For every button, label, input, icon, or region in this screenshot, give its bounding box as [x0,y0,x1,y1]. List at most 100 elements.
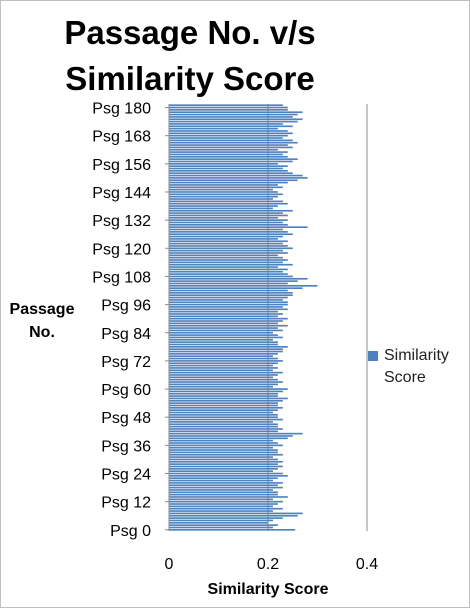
bar [169,177,308,179]
y-tick-label: Psg 60 [101,382,151,399]
bar [169,460,283,463]
bar [169,336,283,339]
y-tick-label: Psg 132 [92,213,151,230]
bar [169,376,273,379]
bar [169,221,283,224]
bar [169,209,293,212]
bar [169,200,283,203]
y-tick-label: Psg 72 [101,354,151,371]
y-tick-label: Psg 96 [101,298,151,315]
bar [169,367,278,369]
bar [169,160,293,163]
bar [169,432,303,435]
bar [169,245,288,247]
bar [169,418,283,421]
bar [169,289,288,292]
bar [169,381,283,383]
bar [169,273,288,275]
bar [169,125,293,128]
y-axis-label-line-1: Passage [9,301,75,318]
bar [169,463,278,465]
bar [169,350,283,353]
bar [169,364,273,367]
bar [169,198,273,200]
bar [169,299,283,301]
bar [169,106,288,109]
bar [169,510,273,512]
bar [169,280,298,282]
bar [169,482,283,484]
bar [169,256,283,259]
bar [169,235,283,238]
chart-title-line-1: Passage No. v/s [64,14,316,51]
y-tick-label: Psg 180 [92,101,151,118]
x-tick-label: 0.2 [257,556,279,573]
y-axis-label: Passage No. [0,298,84,344]
bar [169,498,273,501]
bar [169,195,278,198]
bar [169,512,303,515]
bar [169,439,273,442]
bar [169,144,288,146]
bar [169,524,278,526]
bar [169,430,278,433]
bar [169,188,273,191]
bar [169,493,278,496]
bar [169,158,298,160]
bar [169,270,283,273]
bar [169,341,278,343]
bar [169,153,283,156]
bar [169,310,278,313]
chart-title: Passage No. v/s Similarity Score [40,10,340,102]
bar [169,308,288,311]
y-tick-label: Psg 48 [101,410,151,427]
bar [169,315,278,318]
bar [169,277,308,280]
bar [169,134,288,137]
bar [169,402,278,404]
bar [169,104,283,106]
bar [169,191,278,193]
bar [169,489,273,491]
y-tick-label: Psg 108 [92,269,151,286]
bar [169,207,273,210]
bar [169,212,283,214]
bar [169,242,283,245]
bar [169,186,283,189]
bar [169,472,283,475]
bar [169,266,278,268]
bar [169,132,293,135]
bar [169,249,283,252]
bar [169,334,278,336]
bar [169,202,288,205]
bar [169,174,303,177]
bar [169,170,288,172]
bar [169,282,288,285]
bar [169,294,293,297]
bar [169,444,283,447]
bar [169,228,283,231]
bar [169,353,278,355]
bar [169,116,293,118]
x-axis-label: Similarity Score [207,581,329,598]
bar [169,303,288,306]
bar [169,261,283,264]
bar [169,529,296,531]
bar-series [169,104,318,531]
bar [169,146,293,149]
bar [169,155,288,158]
bar [169,378,278,381]
x-tick-labels: 0 0.2 0.4 [165,556,379,573]
bar [169,465,283,468]
bar [169,320,283,322]
bar [169,141,298,144]
bar [169,231,288,233]
bar [169,123,283,125]
bar [169,285,318,287]
bar [169,219,288,221]
bar [169,388,288,390]
bar [169,268,288,271]
bar [169,346,288,348]
bar [169,371,283,374]
bar [169,409,278,411]
